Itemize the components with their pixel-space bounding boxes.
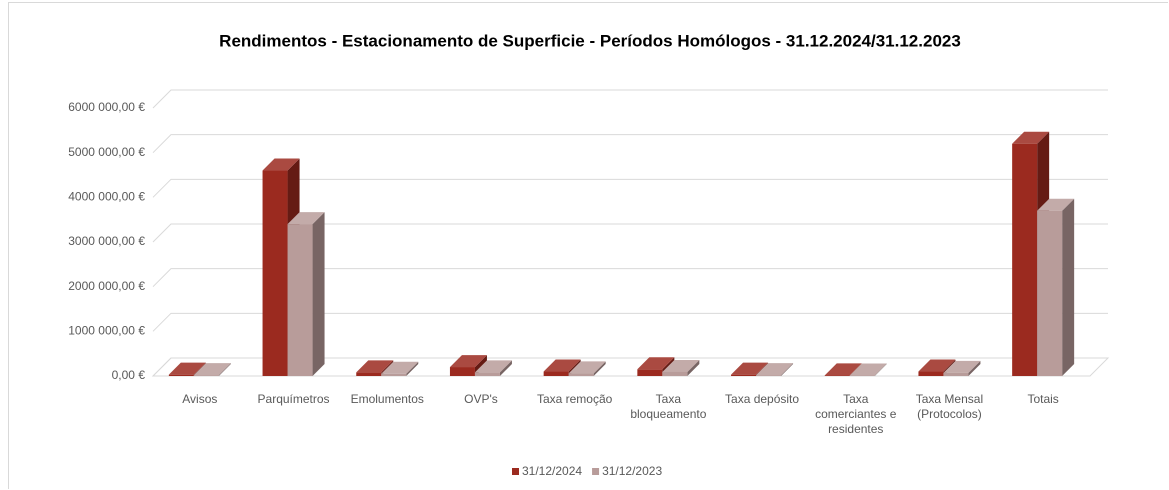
x-tick-label: Emolumentos (350, 392, 424, 406)
bar-top (824, 363, 862, 376)
bar (637, 369, 663, 376)
grid-line (152, 223, 1108, 243)
chart-title: Rendimentos - Estacionamento de Superfic… (219, 31, 961, 50)
x-tick-label: Taxa remoção (536, 392, 613, 406)
bar-top (1012, 131, 1050, 144)
bar (381, 373, 407, 376)
bar-group (381, 361, 419, 376)
bar (287, 224, 313, 376)
legend-label: 31/12/2024 (522, 464, 582, 478)
chart-frame (8, 2, 1168, 489)
y-tick-label: 2000 000,00 € (68, 279, 145, 293)
bar-top (449, 355, 487, 368)
x-tick-label: OVP's (464, 392, 498, 406)
x-tick-label: Taxa depósito (725, 392, 800, 406)
bar-side (312, 212, 325, 376)
bar (756, 375, 782, 376)
bar (918, 371, 944, 376)
bar (543, 371, 569, 376)
y-tick-label: 1000 000,00 € (68, 324, 145, 338)
y-tick-label: 6000 000,00 € (68, 100, 145, 114)
x-tick-label: Taxa Mensal (Protocolos) (915, 392, 984, 421)
bar-side (593, 361, 606, 376)
y-tick-label: 0,00 € (112, 368, 146, 382)
bar-top (356, 360, 394, 373)
bar-group (662, 359, 700, 376)
bar (943, 372, 969, 376)
bar-top (568, 361, 606, 374)
bar-group (943, 360, 981, 376)
bar-side (874, 363, 887, 376)
bar (193, 375, 219, 376)
x-tick-label: Avisos (182, 392, 218, 406)
bar (662, 371, 688, 376)
bar (731, 374, 757, 376)
bar-top (287, 212, 325, 225)
bar-top (918, 359, 956, 372)
bar-top (262, 158, 300, 171)
legend-swatch (592, 468, 600, 475)
legend-swatch (512, 468, 519, 475)
bar-group (849, 363, 887, 376)
bar (262, 170, 288, 376)
bar-group (287, 212, 325, 376)
bar-top (662, 359, 700, 372)
bar (168, 374, 194, 376)
bar-side (968, 360, 981, 376)
grid-line (152, 134, 1108, 154)
x-tick-label: Taxa bloqueamento (630, 392, 707, 421)
grid-line (152, 357, 1108, 377)
grid-line (152, 89, 1108, 109)
bar-side (687, 359, 700, 376)
bar-top (474, 360, 512, 373)
x-tick-label: Taxa comerciantes e residentes (815, 392, 897, 436)
bar (1037, 210, 1063, 376)
grid-line (152, 178, 1108, 198)
x-tick-label: Parquímetros (257, 392, 330, 406)
bar-top (168, 362, 206, 375)
bar-side (218, 363, 231, 376)
bar-top (381, 361, 419, 374)
grid-line (152, 268, 1108, 288)
bar (356, 372, 382, 376)
bar-side (1062, 198, 1075, 376)
bar-group (756, 363, 794, 376)
bar-top (849, 363, 887, 376)
bar (1012, 143, 1038, 376)
bar-top (543, 359, 581, 372)
bar-side (499, 360, 512, 376)
bar-top (943, 360, 981, 373)
bar-group (568, 361, 606, 376)
y-tick-label: 5000 000,00 € (68, 145, 145, 159)
y-tick-label: 3000 000,00 € (68, 234, 145, 248)
bar-top (1037, 198, 1075, 211)
grid-line (152, 312, 1108, 332)
bar-side (781, 363, 794, 376)
bar (474, 372, 500, 376)
bar (824, 375, 850, 376)
bar (568, 373, 594, 376)
x-tick-label: Totais (1027, 392, 1059, 406)
bar-top (756, 363, 794, 376)
bar (449, 367, 475, 376)
bar-group (193, 363, 231, 376)
y-tick-label: 4000 000,00 € (68, 190, 145, 204)
legend-label: 31/12/2023 (602, 464, 662, 478)
bar-top (193, 363, 231, 376)
bar-top (637, 357, 675, 370)
bar-top (731, 362, 769, 375)
bar-side (406, 361, 419, 376)
bar-group (474, 360, 512, 376)
bar-group (1037, 198, 1075, 376)
